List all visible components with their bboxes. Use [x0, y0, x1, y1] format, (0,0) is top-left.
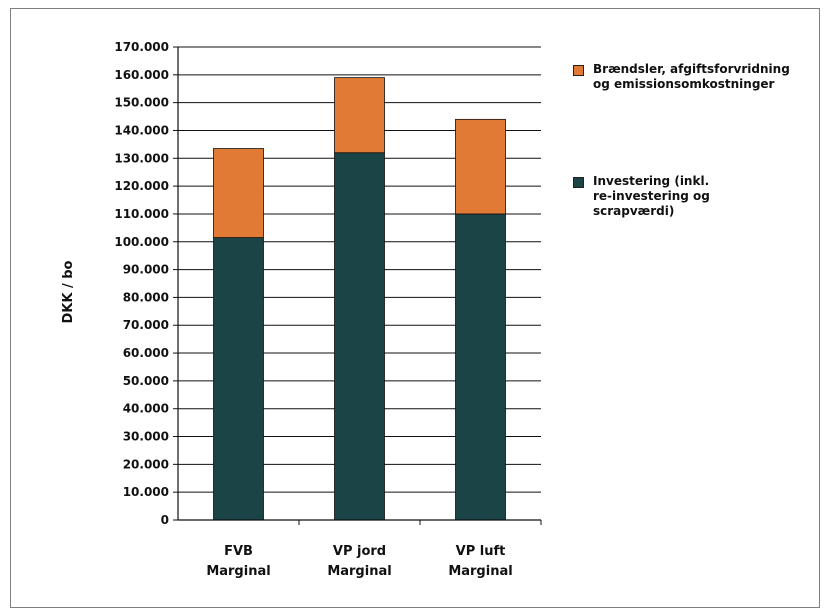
y-tick-label: 20.000	[123, 457, 169, 471]
x-category-label: VP luft	[456, 544, 506, 559]
y-tick-label: 30.000	[123, 430, 169, 444]
y-tick-label: 50.000	[123, 374, 169, 388]
legend-label: scrapværdi)	[593, 204, 675, 218]
y-tick-label: 160.000	[114, 68, 169, 82]
y-tick-label: 170.000	[114, 40, 169, 54]
bar-segment-braendsler	[455, 118, 506, 215]
legend-label: Brændsler, afgiftsforvridning	[593, 62, 790, 76]
y-tick-label: 60.000	[123, 346, 169, 360]
y-tick-label: 0	[161, 513, 169, 527]
x-category-label: Marginal	[206, 564, 270, 579]
legend-item: Investering (inkl. re-investering og scrap…	[573, 174, 823, 219]
y-tick-label: 110.000	[114, 207, 169, 221]
chart-frame	[10, 8, 820, 608]
legend-swatch	[573, 65, 584, 76]
y-tick-label: 80.000	[123, 290, 169, 304]
x-category-labels: FVB Marginal VP jord Marginal VP luft Margina…	[206, 544, 512, 579]
bar-segment-investering	[455, 213, 506, 521]
bar-segment-braendsler	[213, 148, 264, 238]
x-category-label: Marginal	[327, 564, 391, 579]
y-tick-label: 120.000	[114, 179, 169, 193]
legend: Brændsler, afgiftsforvridning og emission…	[573, 62, 823, 219]
legend-label: og emissionsomkostninger	[593, 77, 775, 91]
y-tick-label: 70.000	[123, 318, 169, 332]
y-tick-label: 90.000	[123, 263, 169, 277]
bars	[213, 77, 506, 521]
legend-item: Brændsler, afgiftsforvridning og emission…	[573, 62, 823, 92]
bar-segment-investering	[334, 152, 385, 521]
y-tick-labels: 0 10.000 20.000 30.000 40.000 50.000 60.000 70.…	[114, 40, 169, 527]
y-axis-label: DKK / bo	[61, 260, 76, 323]
y-tick-label: 140.000	[114, 123, 169, 137]
x-category-label: VP jord	[333, 544, 386, 559]
legend-swatch	[573, 177, 584, 188]
bar-segment-investering	[213, 237, 264, 521]
x-category-label: FVB	[224, 544, 253, 559]
legend-label: Investering (inkl.	[593, 174, 710, 188]
y-tick-label: 10.000	[123, 485, 169, 499]
legend-label: re-investering og	[593, 189, 710, 203]
x-category-label: Marginal	[448, 564, 512, 579]
y-tick-label: 100.000	[114, 235, 169, 249]
y-tick-label: 40.000	[123, 402, 169, 416]
y-tick-label: 150.000	[114, 96, 169, 110]
y-tick-label: 130.000	[114, 151, 169, 165]
axes	[177, 47, 542, 525]
bar-segment-braendsler	[334, 77, 385, 154]
